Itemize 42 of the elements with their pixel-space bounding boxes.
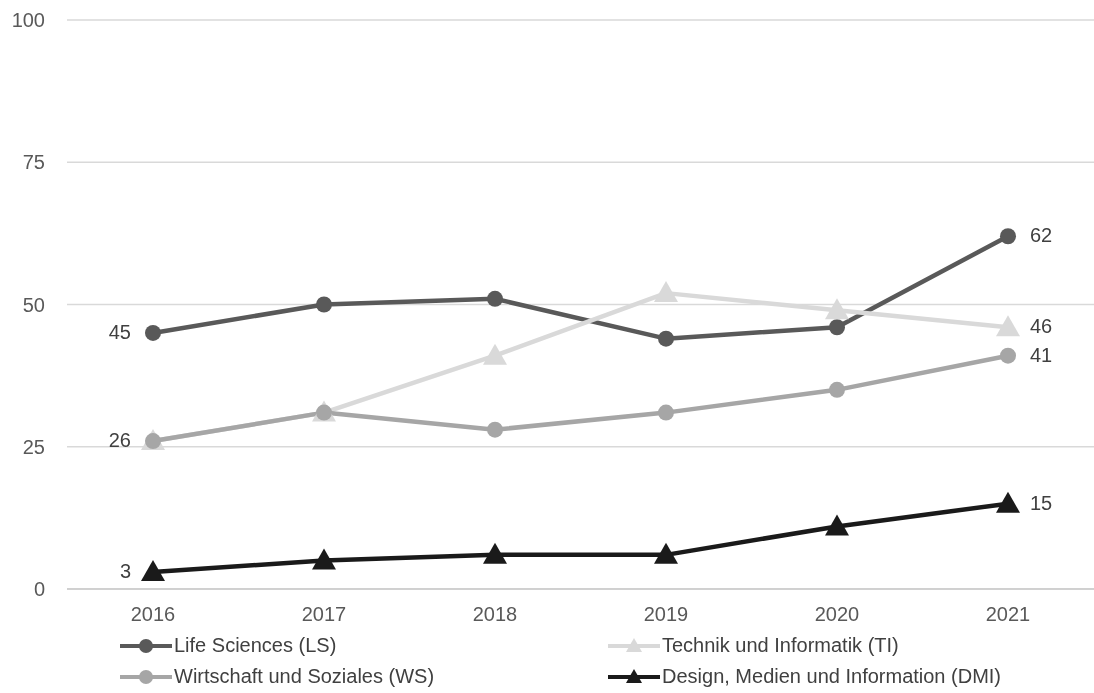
x-tick-label: 2021 — [985, 603, 1031, 626]
x-tick-label: 2018 — [472, 603, 518, 626]
point — [996, 491, 1020, 513]
point — [483, 542, 507, 564]
point — [316, 296, 332, 313]
y-tick-label: 0 — [33, 578, 45, 601]
data-label: 62 — [1030, 224, 1053, 247]
data-label: 26 — [108, 429, 131, 452]
legend-label: Life Sciences (LS) — [174, 634, 337, 657]
x-tick-label: 2020 — [814, 603, 860, 626]
y-tick-label: 50 — [22, 293, 45, 316]
point — [829, 319, 845, 336]
legend-label: Technik und Informatik (TI) — [662, 634, 899, 657]
data-label: 41 — [1030, 343, 1053, 366]
point — [825, 298, 849, 320]
y-tick-label: 25 — [22, 435, 45, 458]
point — [487, 421, 503, 438]
point — [996, 315, 1020, 337]
point — [658, 404, 674, 421]
point — [829, 381, 845, 398]
x-tick-label: 2019 — [643, 603, 689, 626]
x-tick-label: 2017 — [301, 603, 347, 626]
legend-label: Wirtschaft und Soziales (WS) — [174, 665, 435, 688]
x-tick-label: 2016 — [130, 603, 176, 626]
legend-label: Design, Medien und Information (DMI) — [662, 665, 1002, 688]
point — [487, 290, 503, 307]
y-tick-label: 75 — [22, 151, 45, 174]
data-label: 3 — [119, 559, 131, 582]
point — [654, 281, 678, 303]
y-tick-label: 100 — [11, 9, 45, 32]
point — [654, 542, 678, 564]
point — [312, 548, 336, 570]
point — [1000, 228, 1016, 245]
data-label: 15 — [1030, 491, 1053, 514]
data-label: 46 — [1030, 315, 1053, 338]
point — [483, 343, 507, 365]
point — [1000, 347, 1016, 364]
point — [145, 324, 161, 341]
data-label: 45 — [108, 320, 131, 343]
point — [825, 514, 849, 536]
point — [658, 330, 674, 347]
point — [141, 559, 165, 581]
